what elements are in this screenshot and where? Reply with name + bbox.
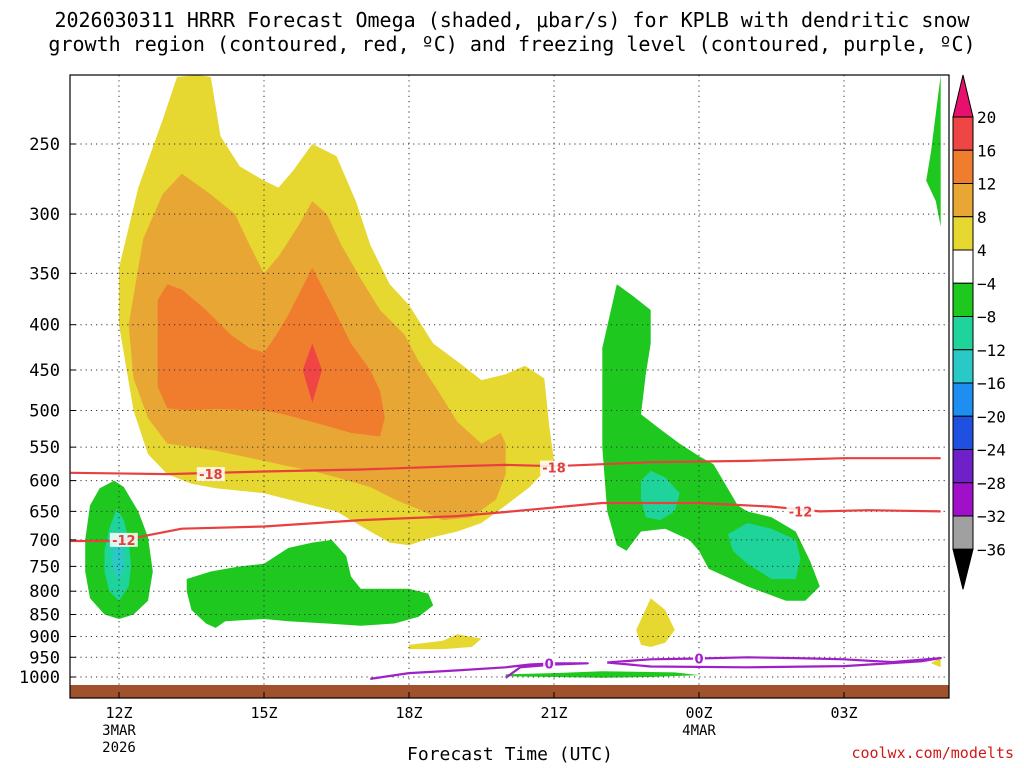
- colorbar: 20 16 12 8 4 −4 −8 −12 −16 −20 −24 −28 −32 −36: [952, 74, 1006, 590]
- contour-label-bg-0: [196, 467, 225, 482]
- gridlines-layer: [70, 75, 949, 698]
- x-tick-label-2: 18Z: [395, 704, 422, 722]
- colorbar-swatch-4: [952, 249, 974, 284]
- colorbar-tick-10: −24: [977, 441, 1006, 460]
- contour-label-3: -12: [789, 505, 813, 520]
- colorbar-tick-8: −16: [977, 374, 1006, 393]
- colorbar-swatch-10: [952, 449, 974, 484]
- y-tick-label-250: 250: [29, 135, 60, 155]
- omega-region-9: [641, 470, 680, 521]
- x-tick-label-1: 15Z: [250, 704, 277, 722]
- colorbar-swatch-5: [952, 282, 974, 317]
- x-tick-sublabel-0: 3MAR: [102, 723, 136, 739]
- title-line-1: 2026030311 HRRR Forecast Omega (shaded, …: [54, 8, 970, 32]
- contour-labels-layer: -18 -18 -12 -12 0 0: [109, 460, 815, 672]
- colorbar-top-arrow: [952, 74, 974, 118]
- contour-label-bg-5: [693, 651, 705, 666]
- colorbar-tick-11: −28: [977, 474, 1006, 493]
- contour-label-2: -12: [112, 534, 136, 549]
- omega-shading-layer: [85, 75, 941, 678]
- contour-line-zero_b: [607, 656, 942, 669]
- contour-label-bg-3: [786, 504, 815, 519]
- y-tick-label-1000: 1000: [19, 668, 60, 688]
- colorbar-tick-7: −12: [977, 341, 1006, 360]
- y-tick-label-300: 300: [29, 205, 60, 225]
- colorbar-tick-12: −32: [977, 507, 1006, 526]
- y-tick-label-500: 500: [29, 402, 60, 422]
- contour-label-0: -18: [199, 468, 223, 483]
- y-tick-label-800: 800: [29, 582, 60, 602]
- colorbar-swatch-0: [952, 116, 974, 151]
- colorbar-tick-2: 12: [977, 175, 996, 194]
- contour-label-bg-4: [543, 656, 556, 671]
- omega-region-13: [926, 75, 941, 227]
- y-tick-label-600: 600: [29, 472, 60, 492]
- colorbar-swatch-2: [952, 183, 974, 218]
- y-tick-label-650: 650: [29, 502, 60, 522]
- contour-line-minus18: [70, 457, 941, 476]
- colorbar-swatch-8: [952, 382, 974, 417]
- omega-region-12: [409, 634, 482, 650]
- y-tick-label-400: 400: [29, 316, 60, 336]
- colorbar-swatch-7: [952, 349, 974, 384]
- colorbar-swatch-3: [952, 216, 974, 251]
- colorbar-tick-1: 16: [977, 141, 996, 160]
- omega-region-7: [186, 539, 434, 628]
- colorbar-tick-6: −8: [977, 308, 996, 327]
- colorbar-tick-13: −36: [977, 540, 1006, 559]
- ground-surface: [70, 685, 949, 698]
- omega-region-10: [728, 523, 801, 579]
- x-tick-label-0: 12Z: [105, 704, 132, 722]
- y-tick-label-750: 750: [29, 557, 60, 577]
- plot-frame: [69, 74, 950, 699]
- colorbar-swatch-1: [952, 149, 974, 184]
- chart-title: 2026030311 HRRR Forecast Omega (shaded, …: [0, 8, 1024, 56]
- colorbar-bottom-arrow: [952, 548, 974, 590]
- colorbar-tick-9: −20: [977, 407, 1006, 426]
- colorbar-tick-4: 4: [977, 241, 987, 260]
- x-tick-label-4: 00Z: [685, 704, 712, 722]
- colorbar-tick-0: 20: [977, 108, 996, 127]
- colorbar-tick-5: −4: [977, 274, 996, 293]
- y-tick-label-450: 450: [29, 361, 60, 381]
- contour-label-4: 0: [545, 657, 554, 672]
- y-tick-label-700: 700: [29, 531, 60, 551]
- y-tick-label-950: 950: [29, 648, 60, 668]
- ground-layer: [70, 685, 949, 698]
- omega-region-11: [636, 598, 675, 647]
- colorbar-swatch-6: [952, 316, 974, 351]
- y-tick-label-550: 550: [29, 438, 60, 458]
- contour-label-5: 0: [694, 652, 703, 667]
- colorbar-swatch-11: [952, 482, 974, 517]
- colorbar-tick-3: 8: [977, 208, 987, 227]
- y-tick-label-850: 850: [29, 606, 60, 626]
- contour-label-bg-2: [109, 532, 138, 547]
- colorbar-swatch-12: [952, 515, 974, 550]
- omega-region-14: [505, 671, 699, 678]
- omega-region-15: [931, 657, 941, 668]
- x-tick-sublabel2-0: 2026: [102, 740, 136, 756]
- omega-region-8: [602, 284, 820, 601]
- x-tick-label-3: 21Z: [540, 704, 567, 722]
- title-line-2: growth region (contoured, red, ºC) and f…: [48, 32, 976, 56]
- contour-label-1: -18: [542, 462, 566, 477]
- contour-line-zero_a: [370, 662, 589, 680]
- contour-label-bg-1: [540, 460, 568, 475]
- credit-text: coolwx.com/modelts: [851, 744, 1014, 762]
- y-tick-label-900: 900: [29, 627, 60, 647]
- colorbar-swatch-9: [952, 415, 974, 450]
- x-tick-label-5: 03Z: [830, 704, 857, 722]
- y-tick-label-350: 350: [29, 264, 60, 284]
- y-axis: 2503003504004505005506006507007508008509…: [19, 135, 76, 688]
- omega-region-2: [157, 267, 385, 437]
- x-axis-label: Forecast Time (UTC): [407, 744, 613, 765]
- omega-region-3: [302, 343, 322, 403]
- x-tick-sublabel-4: 4MAR: [682, 723, 716, 739]
